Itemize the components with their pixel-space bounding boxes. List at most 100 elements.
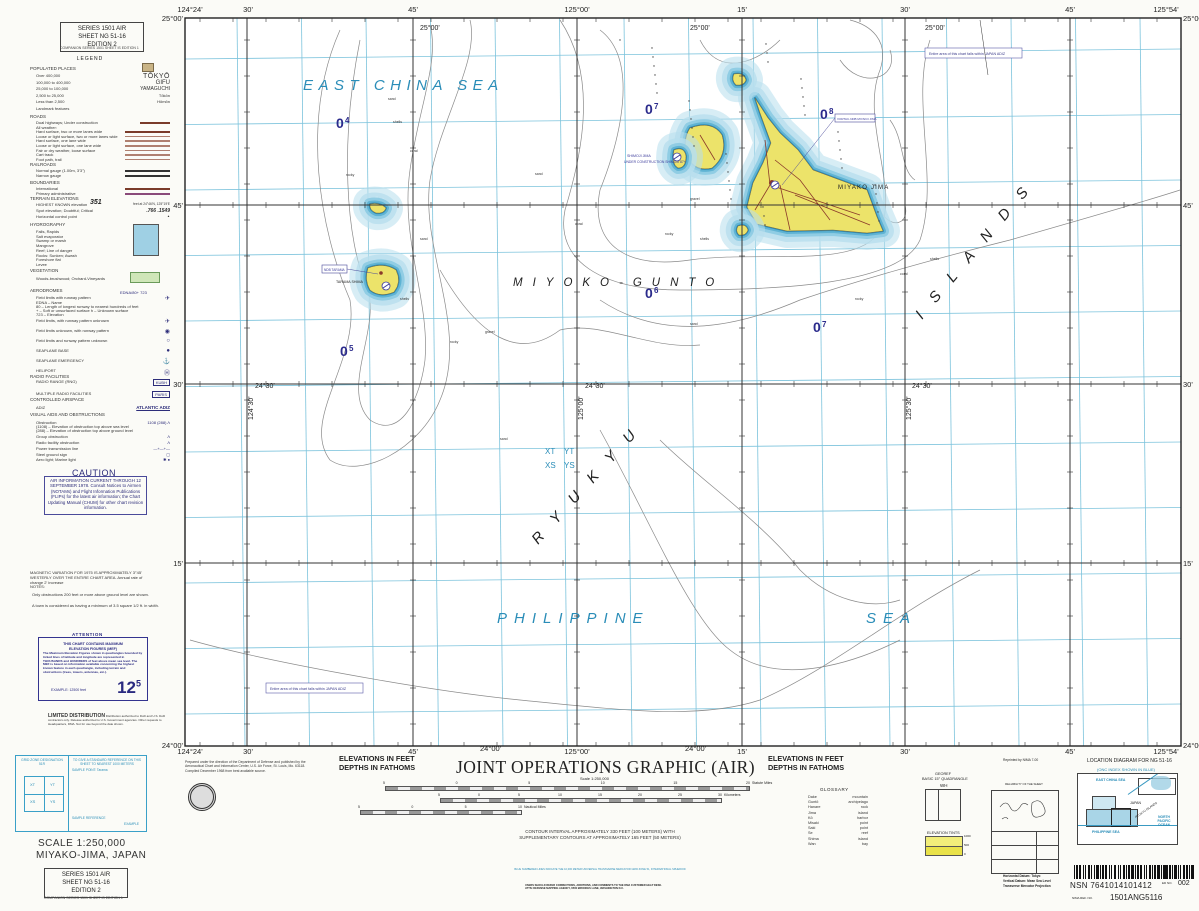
legend-row-label: Obstruction — [36, 420, 57, 425]
inner-coordinate-label: 25°00' — [420, 24, 440, 32]
legend-row-label: Group obstruction — [36, 434, 68, 439]
legend-row-symbol: TŌKYŌ — [142, 73, 170, 80]
glossary-meaning: reef — [861, 831, 868, 836]
utm-grid-line — [184, 179, 1182, 191]
top-longitude-label: 125°54' — [1153, 5, 1179, 14]
right-latitude-label: 25°00' — [1183, 14, 1199, 23]
rock-symbol — [656, 92, 658, 94]
inner-coordinate-label: 125°00' — [577, 396, 585, 420]
legend-row-label: Primary administrative — [36, 191, 76, 196]
legend-heading: RAILROADS — [30, 162, 57, 167]
bottom-longitude-label: 30' — [900, 747, 910, 756]
utm-grid-line — [881, 17, 891, 747]
magnetic-variation: MAGNETIC VARIATION FOR 1975 IS APPROXIMA… — [30, 570, 143, 585]
barcode-bar — [1082, 865, 1084, 879]
legend-row-label: Horizontal control point — [36, 214, 77, 219]
seabed-note: coral — [410, 149, 418, 153]
island-label-tarama: TARAMA SHIMA — [336, 280, 363, 284]
scale-bar-tick-label: 10 — [600, 781, 605, 785]
max-elevation-figure-sup: 4 — [345, 116, 350, 125]
legend-row-symbol: ✈ — [164, 319, 170, 325]
barcode-bar — [1093, 865, 1096, 879]
seabed-note: sand — [535, 172, 543, 176]
rock-symbol — [688, 100, 690, 102]
legend-row-label: Loose or light surface, two or more lane… — [36, 133, 118, 139]
utm-grid-line — [1075, 17, 1084, 747]
scale-label: Scale 1:250,000 — [580, 776, 609, 781]
legend-row-label: Steel ground sign — [36, 452, 68, 457]
legend-row-symbol: GIFU — [155, 79, 170, 86]
contour-line — [599, 429, 901, 671]
rock-symbol — [655, 83, 657, 85]
glossary-meaning: rock — [860, 805, 868, 810]
tint-level-0: 0 — [964, 852, 966, 856]
legend-row-label: International — [36, 186, 59, 191]
barcode-bar — [1100, 865, 1101, 879]
nima-ref-number: 1501ANG5116 — [1110, 893, 1163, 902]
barcode-bar — [1189, 865, 1190, 879]
aerodrome-sample: EDNA/80+ 723 — [120, 290, 147, 295]
legend-row-label: Rocks: Sunken; Awash — [36, 252, 77, 258]
legend-row-symbol: 1108 (288) Λ — [147, 420, 170, 425]
loc-label-north-pacific: NORTH PACIFIC OCEAN — [1157, 815, 1171, 827]
road — [774, 159, 831, 221]
location-diagram-subtitle: (ONC INDEX SHOWN IN BLUE) — [1097, 767, 1156, 772]
georef-title: GEOREF — [935, 772, 952, 776]
rock-symbol — [763, 215, 765, 217]
legend-row-symbol: ◉ — [164, 329, 170, 335]
glossary-term: Dake — [808, 795, 817, 799]
caution-title: CAUTION — [70, 468, 118, 478]
bottom-longitude-label: 125°00' — [564, 747, 590, 756]
bottom-latitude-label: 24°00' — [480, 744, 502, 753]
glossary-term: Hanare — [808, 805, 821, 810]
scale-bar-tick-label: 30 — [718, 793, 722, 797]
barcode-bar — [1079, 865, 1082, 879]
rock-symbol — [839, 149, 841, 151]
legend-row-label: Hard surface, two or more lanes wide — [36, 129, 103, 135]
scale-bar-unit: Kilometers — [724, 793, 741, 797]
utm-grid-line — [184, 703, 1182, 715]
elevations-note-left: ELEVATIONS IN FEET DEPTHS IN FATHOMS — [339, 754, 415, 772]
note-2: A town is considered as having a minimum… — [32, 603, 159, 608]
barcode-bar — [1152, 865, 1154, 879]
legend-line-symbol — [125, 149, 170, 152]
loc-label-philippine-sea: PHILIPPINE SEA — [1092, 830, 1120, 834]
utm-grid-line — [184, 441, 1182, 453]
edition-number: 002 — [1178, 880, 1190, 887]
seabed-note: coral — [575, 222, 583, 226]
barcode-bar — [1171, 865, 1173, 879]
max-elevation-figure-sup: 7 — [654, 102, 659, 111]
inner-coordinate-label: 125°30' — [905, 396, 913, 420]
top-longitude-label: 45' — [408, 5, 418, 14]
legend-line-symbol — [125, 140, 170, 142]
runway-icon — [673, 154, 681, 160]
legend-row-symbol: ATLANTIC ADIZ — [136, 405, 170, 410]
grid-square-xt: XT — [30, 782, 36, 787]
rock-symbol — [725, 153, 727, 155]
limited-distribution-title: LIMITED DISTRIBUTION — [48, 713, 105, 719]
rock-symbol — [841, 167, 843, 169]
note-1: Only obstructions 200 feet or more above… — [32, 592, 149, 597]
barcode-bar — [1191, 865, 1194, 879]
legend-row-symbol: YAMAGUCHI — [140, 86, 170, 92]
location-diagram: EAST CHINA SEA JAPAN RYUKYU ISLANDS PHIL… — [1077, 773, 1178, 845]
legend-row-label: 25,000 to 100,000 — [36, 86, 69, 91]
grid-reference-title: TO GIVE A STANDARD REFERENCE ON THIS SHE… — [72, 758, 141, 766]
legend-row-label: Normal gauge (1.00m, 3'3") — [36, 168, 85, 173]
top-longitude-label: 124°24' — [177, 5, 203, 14]
top-longitude-label: 30' — [900, 5, 910, 14]
scale-bar-tick-label: 0 — [455, 781, 458, 785]
glossary-title: GLOSSARY — [820, 787, 849, 792]
rock-symbol — [653, 65, 655, 67]
legend-row-symbol: .766 .1549 — [146, 208, 170, 214]
edition-label-bottom: EDITION 2 — [71, 888, 101, 894]
town-tarama — [379, 271, 383, 275]
road — [754, 184, 771, 211]
datum-horizontal: Horizontal Datum: Tokyo — [1003, 874, 1041, 878]
legend-line-symbol — [125, 158, 170, 161]
legend-row-symbol: —+—+— — [153, 446, 170, 451]
legend-row-label: Levee — [36, 261, 47, 267]
rock-symbol — [877, 211, 879, 213]
legend-row-label: 2,500 to 25,000 — [36, 92, 64, 98]
